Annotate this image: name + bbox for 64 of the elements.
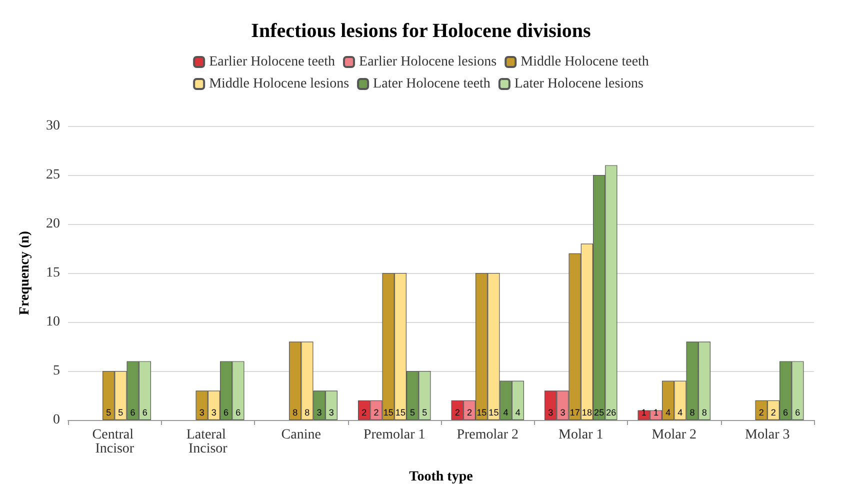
data-label: 25 (594, 408, 604, 418)
data-label: 8 (292, 408, 298, 418)
data-label: 3 (548, 408, 554, 418)
x-tick-label: Molar 3 (745, 428, 790, 442)
x-tick-label: Premolar 2 (456, 428, 519, 442)
data-label: 8 (304, 408, 310, 418)
data-label: 3 (199, 408, 204, 418)
y-tick-label: 0 (53, 412, 60, 428)
data-label: 1 (653, 408, 658, 418)
data-label: 3 (560, 408, 566, 418)
data-label: 6 (142, 408, 148, 418)
x-tick-label: Molar 1 (558, 428, 604, 442)
data-label: 5 (410, 408, 416, 418)
data-label: 6 (795, 408, 800, 418)
data-label: 5 (118, 408, 124, 418)
x-tick-label: Premolar 1 (363, 428, 426, 442)
data-label: 2 (362, 408, 367, 418)
data-label: 15 (395, 408, 406, 418)
data-label: 1 (641, 408, 646, 418)
data-label: 15 (488, 408, 499, 418)
y-axis-title: Frequency (n) (18, 230, 32, 316)
data-label: 4 (678, 408, 683, 418)
legend-label: Middle Holocene teeth (520, 54, 649, 70)
data-label: 5 (422, 408, 428, 418)
data-label: 8 (690, 408, 695, 418)
y-tick-label: 30 (46, 118, 60, 134)
x-tick-label: Central Incisor (92, 428, 137, 456)
data-label: 2 (770, 408, 776, 418)
x-axis-title: Tooth type (409, 470, 473, 484)
data-label: 2 (374, 408, 379, 418)
x-tick-label: Canine (281, 428, 321, 442)
data-label: 3 (211, 408, 216, 418)
y-tick-label: 10 (46, 314, 60, 330)
data-label: 3 (328, 408, 334, 418)
y-tick-label: 15 (46, 266, 60, 280)
x-tick-label: Lateral Incisor (186, 428, 230, 456)
data-label: 6 (130, 408, 136, 418)
legend-label: Later Holocene lesions (514, 76, 644, 92)
data-label: 3 (316, 408, 322, 418)
data-label: 2 (758, 408, 764, 418)
data-label: 4 (503, 408, 508, 418)
data-label: 2 (454, 408, 460, 418)
data-label: 4 (515, 408, 520, 418)
data-label: 6 (783, 408, 788, 418)
data-label: 6 (224, 408, 229, 418)
data-label: 4 (666, 408, 671, 418)
x-tick-label: Molar 2 (652, 428, 696, 442)
data-label: 17 (570, 408, 580, 418)
legend-label: Earlier Holocene lesions (359, 54, 497, 70)
data-label: 26 (606, 408, 616, 418)
data-label: 5 (106, 408, 112, 418)
legend-label: Later Holocene teeth (373, 76, 490, 92)
data-label: 18 (582, 408, 592, 418)
y-tick-label: 20 (46, 216, 60, 232)
data-label: 2 (466, 408, 472, 418)
chart-title: Infectious lesions for Holocene divisions (251, 20, 592, 42)
y-tick-label: 25 (46, 168, 60, 182)
data-label: 8 (702, 408, 707, 418)
data-label: 15 (383, 408, 394, 418)
data-label: 6 (236, 408, 241, 418)
legend-label: Earlier Holocene teeth (209, 54, 336, 70)
y-tick-label: 5 (53, 364, 60, 378)
legend-label: Middle Holocene lesions (209, 76, 350, 92)
data-label: 15 (476, 408, 487, 418)
